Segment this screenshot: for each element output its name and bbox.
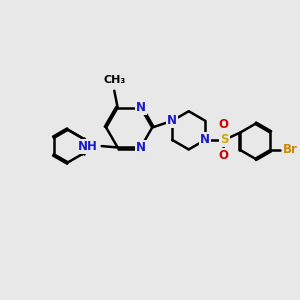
Text: S: S bbox=[220, 134, 229, 146]
Text: N: N bbox=[200, 134, 210, 146]
Text: N: N bbox=[136, 101, 146, 114]
Text: O: O bbox=[218, 149, 228, 162]
Text: Br: Br bbox=[283, 143, 298, 157]
Text: O: O bbox=[218, 118, 228, 131]
Text: N: N bbox=[167, 114, 177, 127]
Text: CH₃: CH₃ bbox=[103, 75, 125, 85]
Text: NH: NH bbox=[78, 140, 98, 153]
Text: N: N bbox=[136, 141, 146, 154]
